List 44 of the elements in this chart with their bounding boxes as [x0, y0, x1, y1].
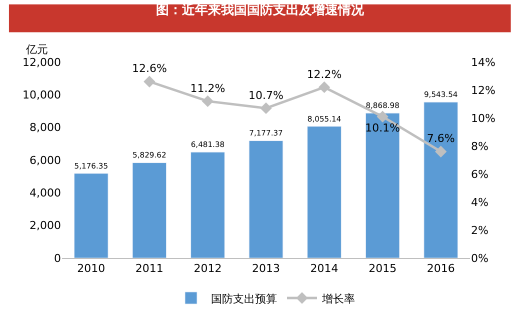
- bar: [74, 173, 108, 258]
- y-tick-label: 8,000: [30, 121, 61, 134]
- x-tick-label: 2010: [77, 262, 106, 276]
- legend-label: 增长率: [321, 292, 355, 306]
- y-axis-title: 亿元: [25, 43, 48, 56]
- bar: [307, 126, 342, 258]
- bar: [190, 152, 225, 258]
- y2-tick-label: 12%: [471, 84, 496, 97]
- data-label: 11.2%: [190, 82, 226, 95]
- x-tick-label: 2013: [252, 262, 280, 276]
- y2-tick-label: 4%: [471, 196, 488, 209]
- y2-tick-label: 0%: [471, 252, 488, 265]
- y2-tick-label: 14%: [471, 56, 496, 69]
- point: [435, 146, 447, 158]
- bar: [132, 162, 167, 258]
- point: [318, 81, 330, 94]
- legend-label: 国防支出预算: [211, 292, 277, 306]
- data-label: 10.1%: [365, 121, 400, 134]
- x-tick-label: 2014: [310, 262, 338, 276]
- bar: [365, 112, 400, 258]
- data-label: 7.6%: [426, 132, 455, 146]
- data-label: 12.2%: [306, 68, 342, 81]
- bar: [248, 140, 284, 258]
- x-tick-label: 2016: [426, 262, 455, 276]
- x-tick-label: 2012: [194, 262, 222, 276]
- data-label: 12.6%: [132, 62, 167, 76]
- y-tick-label: 10,000: [22, 88, 61, 102]
- y2-tick-label: 2%: [471, 224, 488, 237]
- y2-tick-label: 10%: [471, 112, 496, 125]
- y-tick-label: 2,000: [30, 219, 61, 232]
- point: [376, 110, 388, 122]
- y-tick-label: 0: [54, 252, 61, 265]
- y-tick-label: 4,000: [30, 186, 61, 200]
- x-tick-label: 2011: [135, 262, 164, 276]
- y-tick-label: 12,000: [22, 56, 61, 69]
- data-label: 10.7%: [248, 88, 284, 102]
- y-tick-label: 6,000: [30, 154, 61, 167]
- point: [202, 95, 214, 108]
- bar: [424, 102, 458, 258]
- y2-tick-label: 8%: [471, 140, 488, 153]
- x-tick-label: 2015: [368, 262, 397, 276]
- point: [144, 76, 156, 88]
- point: [260, 102, 272, 114]
- y2-tick-label: 6%: [471, 168, 488, 181]
